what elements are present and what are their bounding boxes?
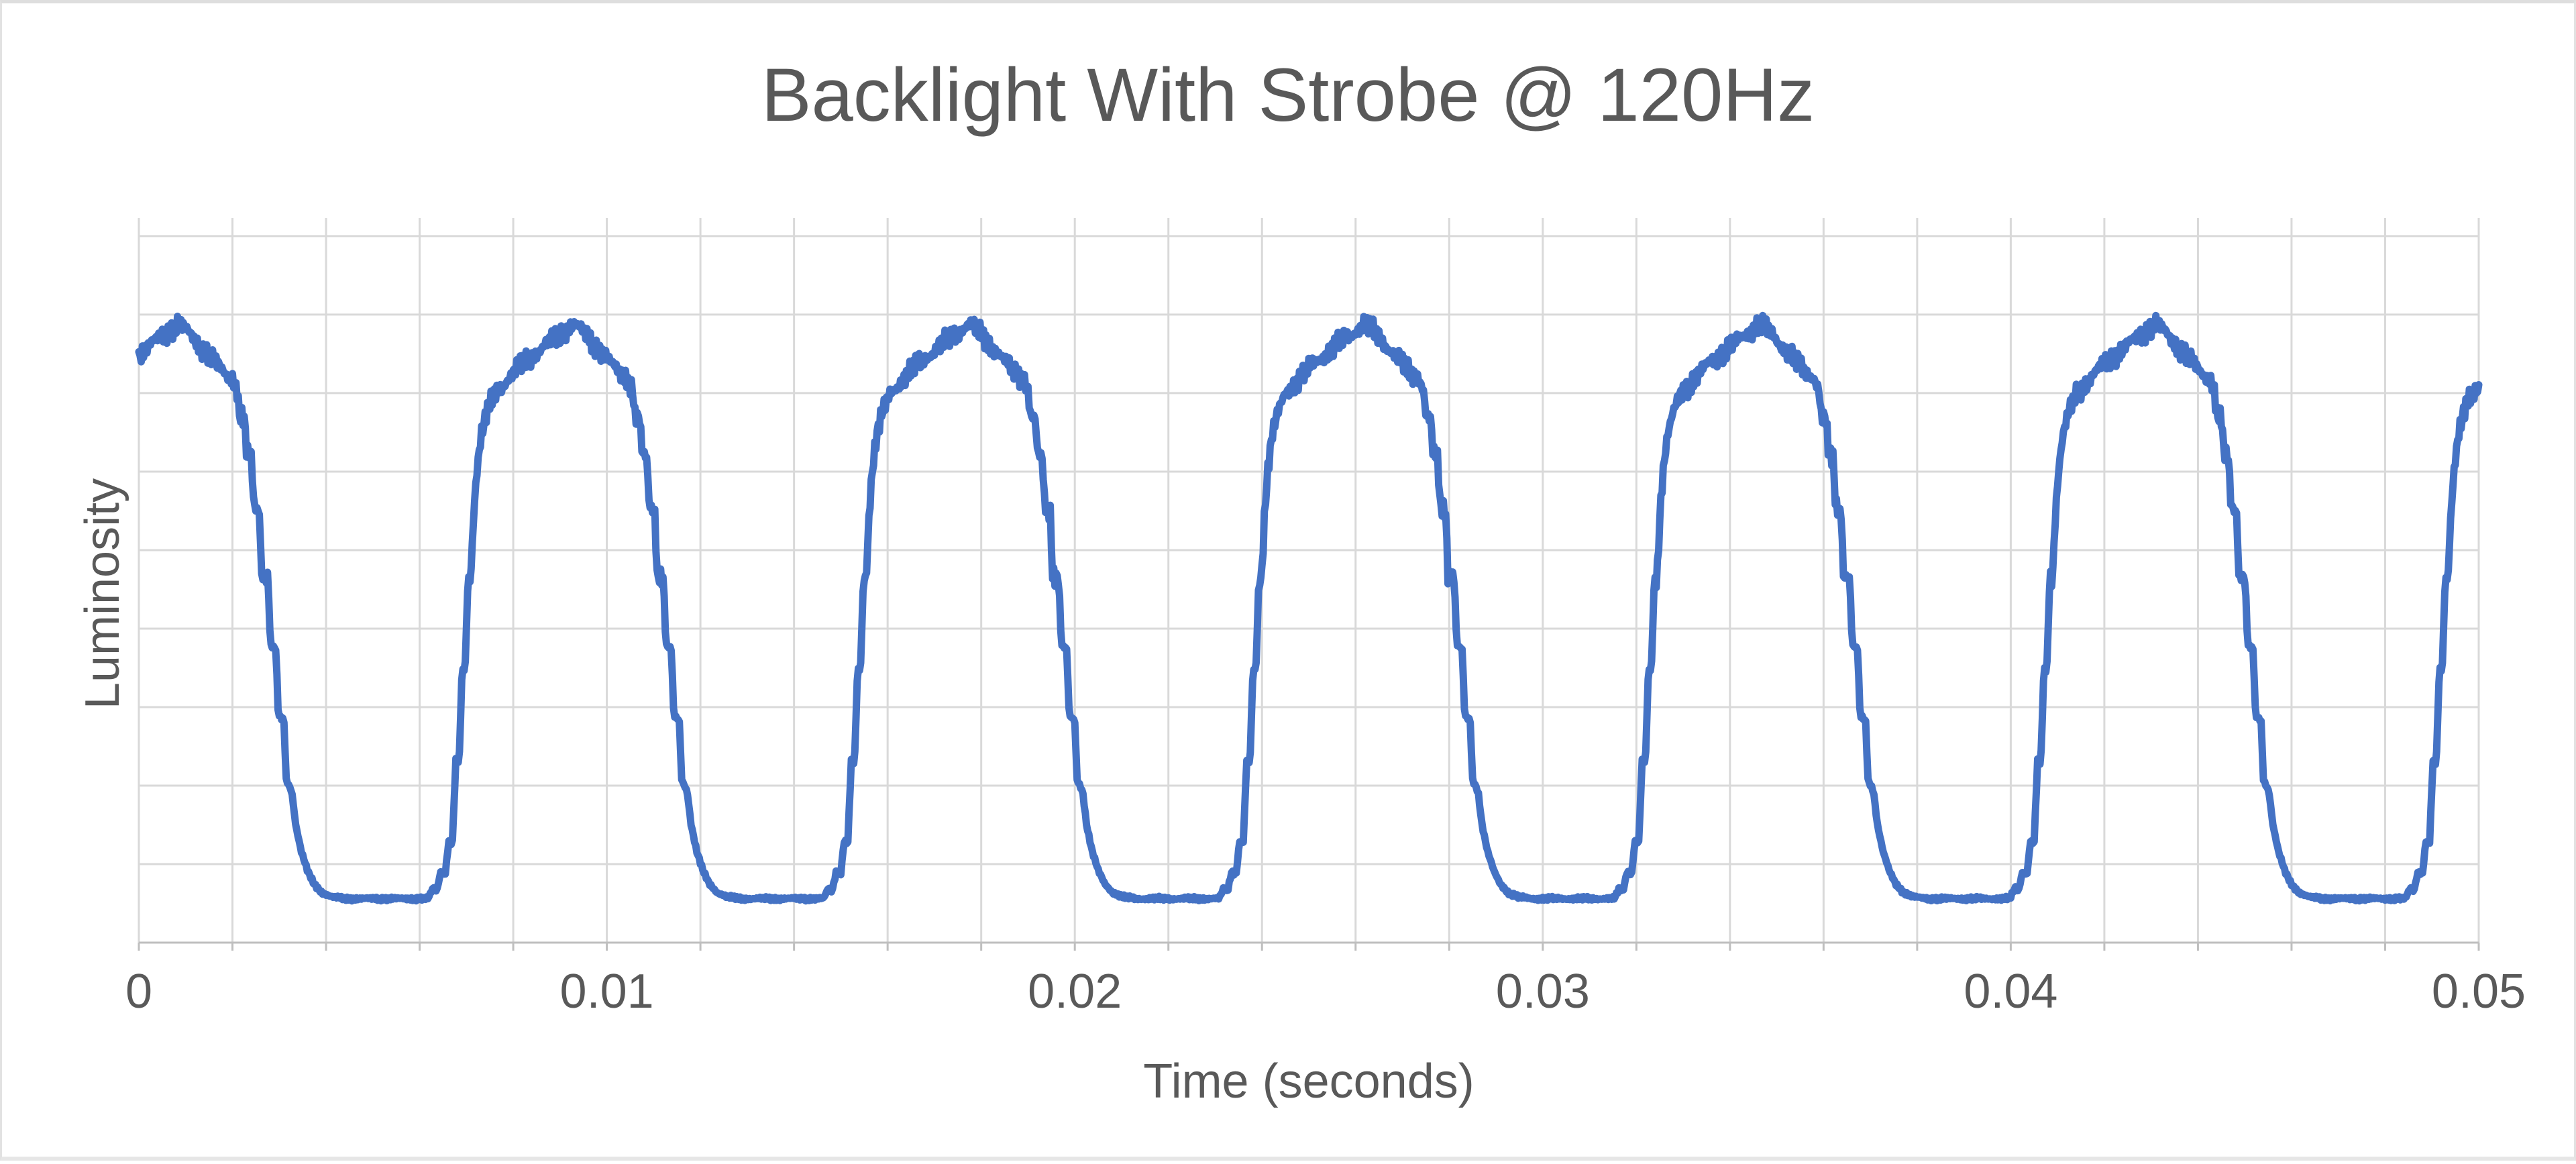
- x-axis-tick-label: 0: [125, 965, 153, 1018]
- x-axis-tick-label: 0.01: [559, 965, 654, 1018]
- y-axis-title: Luminosity: [76, 478, 129, 710]
- x-axis-tick-label: 0.05: [2431, 965, 2526, 1018]
- x-axis-tick-label: 0.02: [1028, 965, 1122, 1018]
- x-axis-title: Time (seconds): [1143, 1055, 1474, 1108]
- x-axis-tick-label: 0.03: [1495, 965, 1590, 1018]
- plot-area: [135, 218, 2483, 951]
- x-axis-tick-label: 0.04: [1964, 965, 2058, 1018]
- chart-title: Backlight With Strobe @ 120Hz: [761, 53, 1815, 137]
- series-line-luminosity: [135, 311, 2483, 905]
